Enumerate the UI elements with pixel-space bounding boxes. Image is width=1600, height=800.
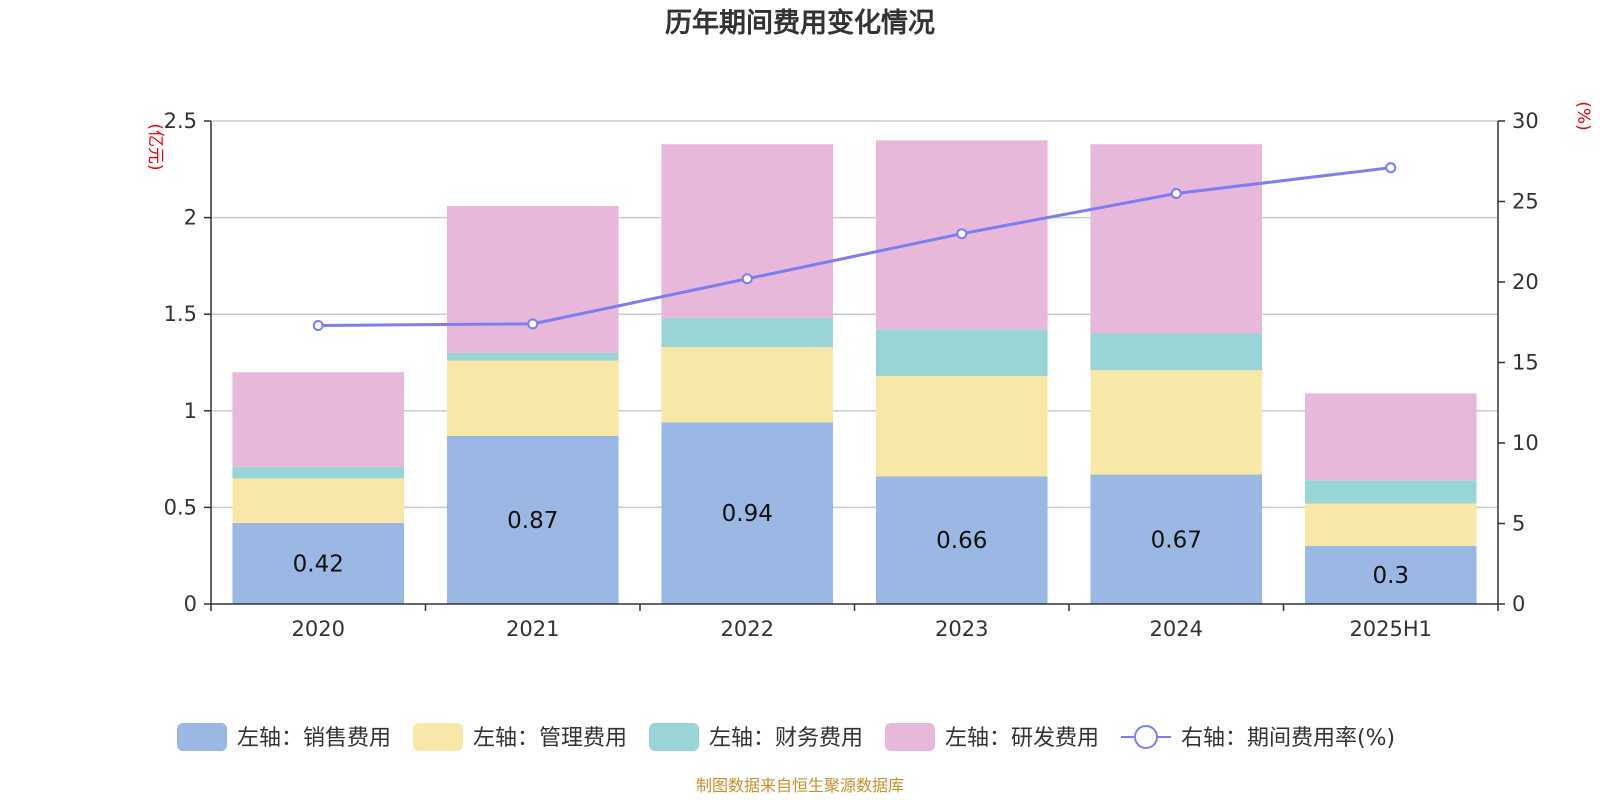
grid-lines	[211, 120, 1498, 509]
right-tick-label: 30	[1512, 109, 1539, 133]
bar-data-label: 0.87	[507, 508, 558, 534]
x-tick-label: 2021	[506, 617, 559, 641]
left-tick-label: 1	[184, 399, 197, 423]
axes: 0 0.5 1 1.5 2 2.5 0 5 10 15 20 25 30 2020 2021 2022 2023…	[164, 109, 1539, 641]
bar-segment	[875, 476, 1048, 604]
rate-line	[312, 162, 1397, 331]
data-source-footer: 制图数据来自恒生聚源数据库	[696, 776, 904, 795]
bar-segment	[232, 372, 405, 467]
rate-line-point	[1385, 162, 1397, 174]
bar-data-label: 0.3	[1372, 563, 1409, 589]
bar-segment	[1304, 503, 1477, 547]
bar-data-label: 0.94	[722, 501, 773, 527]
left-tick-label: 2	[184, 206, 197, 230]
legend-swatch	[885, 723, 935, 751]
x-tick-label: 2025H1	[1349, 617, 1432, 641]
bar-segment	[1304, 480, 1477, 504]
bar-segment	[232, 478, 405, 523]
bar-segment	[1090, 370, 1263, 475]
left-tick-label: 2.5	[164, 109, 197, 133]
bars	[232, 140, 1477, 604]
bar-segment	[661, 318, 834, 348]
legend-label: 左轴：销售费用	[237, 726, 391, 751]
rate-line-point	[741, 273, 753, 285]
bar-segment	[446, 206, 619, 353]
bar-segment	[446, 360, 619, 436]
right-tick-label: 25	[1512, 190, 1539, 214]
left-axis-unit: (亿元)	[145, 123, 165, 170]
right-tick-label: 0	[1512, 592, 1525, 616]
bar-segment	[875, 376, 1048, 477]
x-tick-label: 2020	[292, 617, 345, 641]
legend-label: 左轴：管理费用	[473, 726, 627, 751]
bar-segment	[661, 422, 834, 604]
rate-line-point	[312, 319, 324, 331]
legend-swatch	[413, 723, 463, 751]
legend: 左轴：销售费用 左轴：管理费用 左轴：财务费用 左轴：研发费用 右轴：期间费用率(%)	[177, 723, 1395, 751]
bar-segment	[1090, 333, 1263, 371]
bar-segment	[1090, 144, 1263, 334]
bar-segment	[661, 347, 834, 423]
bar-segment	[1090, 474, 1263, 604]
bar-segment	[446, 352, 619, 361]
rate-line-point	[527, 318, 539, 330]
legend-swatch	[177, 723, 227, 751]
x-tick-label: 2023	[935, 617, 988, 641]
bar-data-label: 0.67	[1151, 527, 1202, 553]
right-axis-unit: (%)	[1573, 101, 1593, 130]
rate-line-point	[956, 228, 968, 240]
bar-segment	[232, 522, 405, 604]
legend-label: 左轴：财务费用	[709, 726, 863, 751]
rate-line-path	[318, 166, 1391, 327]
bar-data-label: 0.42	[293, 551, 344, 577]
bar-data-label: 0.66	[936, 528, 987, 554]
left-tick-label: 1.5	[164, 302, 197, 326]
chart-title: 历年期间费用变化情况	[665, 7, 935, 39]
bar-segment	[875, 329, 1048, 377]
bar-segment	[661, 144, 834, 319]
left-tick-label: 0.5	[164, 495, 197, 519]
legend-label: 左轴：研发费用	[945, 726, 1099, 751]
left-tick-label: 0	[184, 592, 197, 616]
right-tick-label: 10	[1512, 431, 1539, 455]
x-tick-label: 2022	[721, 617, 774, 641]
legend-swatch	[649, 723, 699, 751]
x-tick-label: 2024	[1150, 617, 1203, 641]
right-tick-label: 5	[1512, 512, 1525, 536]
bar-segment	[446, 435, 619, 604]
bar-segment	[1304, 546, 1477, 604]
legend-label: 右轴：期间费用率(%)	[1181, 726, 1395, 751]
bar-segment	[232, 466, 405, 479]
right-tick-label: 20	[1512, 270, 1539, 294]
bar-segment	[1304, 393, 1477, 481]
bar-labels: 0.42 0.87 0.94 0.66 0.67 0.3	[293, 501, 1409, 589]
rate-line-point	[1170, 187, 1182, 199]
right-tick-label: 15	[1512, 351, 1539, 375]
legend-point-symbol	[1134, 725, 1158, 749]
